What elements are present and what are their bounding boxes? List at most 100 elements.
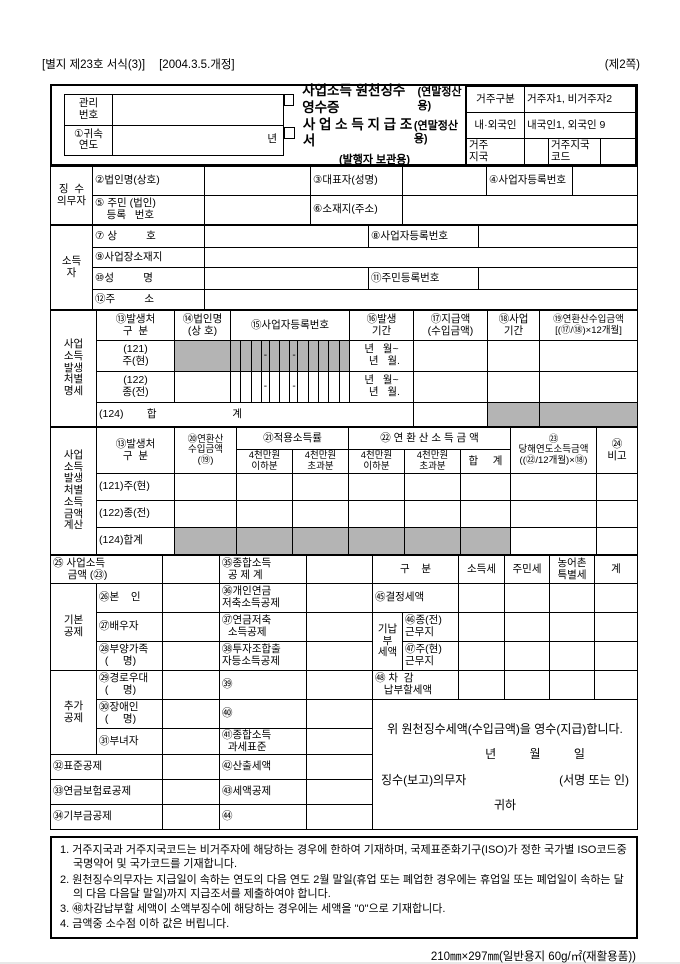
calc-121-revenue[interactable]: [174, 473, 237, 501]
calc-122-rate-over[interactable]: [292, 500, 349, 528]
prev-income-tax[interactable]: [458, 612, 506, 642]
income-calc-table: 사업 소득 발생 처별 소득 금액 계산 ⑬발생처 구 분 ⑳연환산 수입금액 …: [50, 427, 638, 555]
mgmt-no-field[interactable]: [112, 94, 284, 126]
senior-field[interactable]: [162, 670, 221, 700]
biz-reg-no-field[interactable]: [572, 166, 638, 196]
residence-country-field[interactable]: [524, 138, 549, 165]
calc-122-rate-under[interactable]: [236, 500, 293, 528]
calc-122-amt-under[interactable]: [348, 500, 405, 528]
female-field[interactable]: [162, 728, 221, 755]
investment-deduction-label: ㊳투자조합출 자등소득공제: [219, 641, 308, 671]
tax-col-total: 계: [594, 555, 638, 584]
total-deduction-field[interactable]: [306, 555, 374, 584]
pension-savings-field[interactable]: [306, 612, 374, 642]
field-122-corp-name[interactable]: [174, 371, 231, 403]
field-124-payment[interactable]: [413, 402, 488, 427]
notes-box: 1. 거주지국과 거주지국코드는 비거주자에 해당하는 경우에 한하여 기재하며…: [50, 836, 638, 939]
field-122-payment[interactable]: [413, 371, 488, 403]
field-122-biz-reg[interactable]: --: [230, 371, 350, 403]
calc-122-remarks[interactable]: [596, 500, 638, 528]
calc-124-revenue: [174, 527, 237, 555]
calc-122-revenue[interactable]: [174, 500, 237, 528]
calculated-tax-field[interactable]: [306, 754, 374, 780]
calc-124-label: (124)합계: [96, 527, 175, 555]
earner-biz-reg-field[interactable]: [478, 225, 638, 248]
row-124-total-label: (124) 합 계: [96, 402, 414, 427]
tax-credit-field[interactable]: [306, 779, 374, 805]
determined-resident-tax[interactable]: [504, 583, 551, 613]
balance-rural-tax[interactable]: [549, 670, 596, 700]
year-field[interactable]: 년: [112, 124, 284, 156]
cur-income-tax[interactable]: [458, 641, 506, 671]
prev-total-tax[interactable]: [594, 612, 638, 642]
prev-resident-tax[interactable]: [504, 612, 551, 642]
cur-total-tax[interactable]: [594, 641, 638, 671]
checkbox-receipt[interactable]: [284, 93, 295, 106]
calc-121-rate-under[interactable]: [236, 473, 293, 501]
trade-name-field[interactable]: [204, 225, 369, 248]
calc-121-remarks[interactable]: [596, 473, 638, 501]
address-field[interactable]: [402, 195, 638, 225]
personal-pension-field[interactable]: [306, 583, 374, 613]
earner-name-field[interactable]: [204, 267, 369, 290]
cur-rural-tax[interactable]: [549, 641, 596, 671]
calc-122-year-income[interactable]: [510, 500, 597, 528]
rep-name-field[interactable]: [402, 166, 487, 196]
determined-rural-tax[interactable]: [549, 583, 596, 613]
donation-deduction-field[interactable]: [162, 804, 221, 830]
pension-premium-field[interactable]: [162, 779, 221, 805]
investment-deduction-field[interactable]: [306, 641, 374, 671]
checkbox-statement[interactable]: [284, 127, 295, 140]
calc-121-amt-total[interactable]: [460, 473, 511, 501]
resident-reg-no-field[interactable]: [204, 195, 311, 225]
h-source-class: ⑬발생처 구 분: [96, 310, 175, 341]
calc-121-rate-over[interactable]: [292, 473, 349, 501]
self-field[interactable]: [162, 583, 221, 613]
h-annualized-amount: ㉒ 연 환 산 소 득 금 액: [348, 427, 511, 450]
earner-resident-no-field[interactable]: [478, 267, 638, 290]
residence-code-field[interactable]: [600, 138, 636, 165]
calc-121-amt-under[interactable]: [348, 473, 405, 501]
balance-total-tax[interactable]: [594, 670, 638, 700]
determined-income-tax[interactable]: [458, 583, 506, 613]
earner-address-field[interactable]: [204, 289, 638, 310]
calc-121-amt-over[interactable]: [404, 473, 461, 501]
field40-field[interactable]: [306, 699, 374, 729]
withholding-officer-label: 징수(보고)의무자: [381, 772, 467, 787]
corp-name-field[interactable]: [204, 166, 311, 196]
tax-col-resident: 주민세: [504, 555, 551, 584]
basic-deduction-group: 기본 공제: [50, 583, 97, 671]
calc-122-amt-over[interactable]: [404, 500, 461, 528]
business-income-field[interactable]: [162, 555, 221, 584]
calc-121-year-income[interactable]: [510, 473, 597, 501]
tax-col-rural: 농어촌 특별세: [549, 555, 596, 584]
residence-country-label: 거주 지국: [466, 138, 525, 165]
field-121-payment[interactable]: [413, 340, 488, 372]
calc-124-remarks[interactable]: [596, 527, 638, 555]
field-122-annualized[interactable]: [539, 371, 638, 403]
field44-field[interactable]: [306, 804, 374, 830]
field-121-annualized[interactable]: [539, 340, 638, 372]
balance-income-tax[interactable]: [458, 670, 506, 700]
spouse-field[interactable]: [162, 612, 221, 642]
prev-rural-tax[interactable]: [549, 612, 596, 642]
nationality-value[interactable]: 내국인1, 외국인 9: [524, 112, 636, 139]
h-biz-period: ⑱사업 기간: [487, 310, 540, 341]
balance-resident-tax[interactable]: [504, 670, 551, 700]
cur-resident-tax[interactable]: [504, 641, 551, 671]
field-121-biz-period[interactable]: [487, 340, 540, 372]
calc-124-year-income[interactable]: [510, 527, 597, 555]
disabled-field[interactable]: [162, 699, 221, 729]
field-122-biz-period[interactable]: [487, 371, 540, 403]
calc-122-amt-total[interactable]: [460, 500, 511, 528]
determined-total-tax[interactable]: [594, 583, 638, 613]
extra-deduction-group: 추가 공제: [50, 670, 97, 755]
field-122-period[interactable]: 년 월~ 년 월.: [349, 371, 414, 403]
dependents-field[interactable]: [162, 641, 221, 671]
field-121-period[interactable]: 년 월~ 년 월.: [349, 340, 414, 372]
standard-deduction-field[interactable]: [162, 754, 221, 780]
tax-base-field[interactable]: [306, 728, 374, 755]
field39-field[interactable]: [306, 670, 374, 700]
workplace-address-field[interactable]: [204, 247, 638, 268]
residence-type-value[interactable]: 거주자1, 비거주자2: [524, 86, 636, 113]
